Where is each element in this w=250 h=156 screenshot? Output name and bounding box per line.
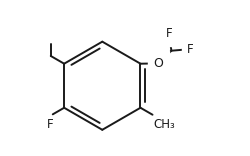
Text: F: F: [186, 43, 193, 56]
Text: CH₃: CH₃: [153, 117, 174, 131]
Text: O: O: [153, 57, 163, 70]
Text: F: F: [46, 118, 53, 131]
Text: F: F: [166, 27, 172, 40]
